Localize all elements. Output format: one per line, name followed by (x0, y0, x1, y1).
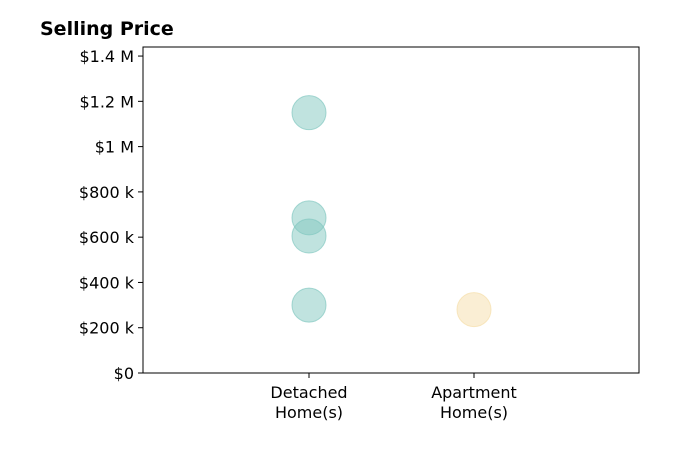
data-point (291, 95, 327, 131)
plot-frame (142, 46, 640, 374)
plot-area: $0 $200 k $400 k $600 k $800 k $1 M $1.2 M $1.4… (79, 46, 640, 422)
data-point (291, 287, 327, 323)
y-tick-label: $1 M (95, 138, 134, 157)
y-tick-label: $800 k (79, 183, 135, 202)
data-point (291, 218, 327, 254)
y-tick-label: $1.4 M (79, 47, 134, 66)
y-tick-label: $400 k (79, 273, 135, 292)
y-tick-label: $0 (114, 364, 134, 383)
chart-title: Selling Price (40, 18, 174, 40)
data-point (456, 292, 492, 328)
x-tick-label: Apartment Home(s) (431, 383, 517, 422)
y-tick-label: $600 k (79, 228, 135, 247)
y-tick-label: $1.2 M (79, 92, 134, 111)
y-tick-label: $200 k (79, 319, 135, 338)
x-tick-label: Detached Home(s) (270, 383, 347, 422)
